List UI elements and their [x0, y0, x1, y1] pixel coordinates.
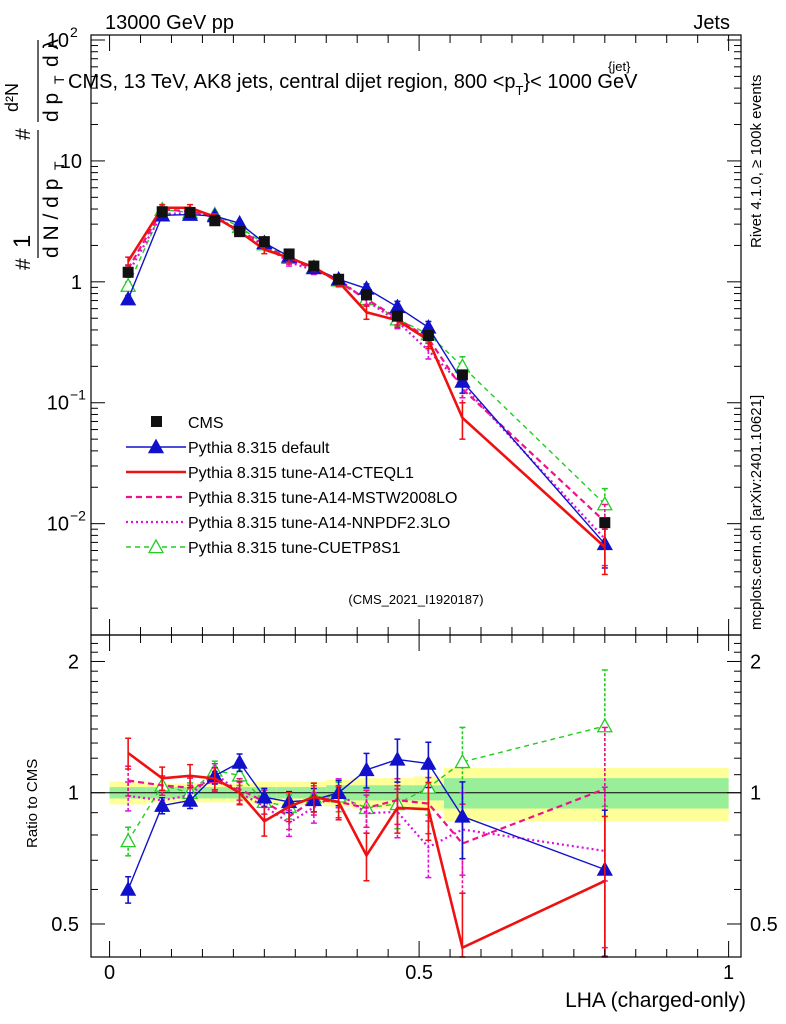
plot-title-sup: {jet}: [608, 59, 631, 74]
legend-label-cteql1: Pythia 8.315 tune-A14-CTEQL1: [188, 465, 414, 482]
plot-title: CMS, 13 TeV, AK8 jets, central dijet reg…: [68, 71, 638, 98]
series-layer: [120, 201, 613, 958]
series-line-nnpdf: [128, 771, 605, 853]
legend-marker-cuetp8: [147, 538, 165, 554]
legend-item-cuetp8: Pythia 8.315 tune-CUETP8S1: [126, 538, 401, 557]
series-line-mstw: [127, 779, 606, 845]
header-right-label: Jets: [693, 12, 730, 34]
cms-point-11: [422, 329, 434, 341]
series-line-cuetp8: [127, 208, 606, 505]
legend-label-nnpdf: Pythia 8.315 tune-A14-NNPDF2.3LO: [188, 515, 450, 532]
cms-point-5: [258, 236, 270, 248]
plot-title-tail: }< 1000 GeV: [523, 71, 638, 93]
ratio-tick-label-right-0: 0.5: [750, 914, 778, 936]
series-point-cuetp8: [596, 717, 613, 733]
svg-text:1: 1: [9, 235, 36, 248]
series-cms: [122, 206, 611, 529]
series-point-cuetp8: [596, 495, 613, 511]
cms-point-6: [283, 248, 295, 260]
series-line-cteql1: [127, 751, 606, 950]
mcplots-label: mcplots.cern.ch [arXiv:2401.10621]: [748, 395, 765, 630]
cms-point-9: [360, 289, 372, 301]
cms-point-7: [308, 260, 320, 272]
svg-text:#: #: [12, 128, 35, 140]
svg-text:T: T: [51, 161, 67, 170]
plot-frames: [90, 34, 742, 958]
y-tick-label-1: 10: [47, 393, 69, 415]
y-tick-exp-1: −1: [70, 387, 86, 403]
ratio-tick-label-left-2: 2: [68, 651, 79, 673]
series-point-cuetp8: [120, 277, 137, 292]
legend-label-mstw: Pythia 8.315 tune-A14-MSTW2008LO: [188, 490, 457, 507]
ratio-tick-label-right-1: 1: [750, 783, 761, 805]
legend: CMS Pythia 8.315 default Pythia 8.315 tune…: [126, 415, 457, 557]
legend-label-cuetp8: Pythia 8.315 tune-CUETP8S1: [188, 540, 401, 557]
series-point-default: [454, 373, 471, 388]
svg-text:d²N: d²N: [2, 83, 22, 112]
ratio-tick-label-left-0: 0.5: [51, 914, 79, 936]
legend-marker-default: [147, 438, 165, 454]
y-axis-label: # 1 d N / d p T # d²N d p T d λ: [2, 38, 67, 270]
series-point-default: [358, 761, 375, 777]
series-point-default: [231, 754, 248, 769]
cms-point-3: [209, 215, 221, 227]
svg-text:#: #: [12, 258, 35, 270]
cms-point-8: [333, 273, 345, 285]
series-point-default: [120, 290, 137, 306]
cms-point-0: [122, 266, 134, 278]
legend-item-cteql1: Pythia 8.315 tune-A14-CTEQL1: [126, 465, 414, 482]
y-tick-label-0: 10: [47, 514, 69, 536]
series-point-default: [389, 751, 406, 766]
legend-item-mstw: Pythia 8.315 tune-A14-MSTW2008LO: [126, 490, 457, 507]
x-axis-label: LHA (charged-only): [565, 989, 746, 1012]
svg-text:d N / d p: d N / d p: [40, 179, 63, 258]
cms-point-10: [391, 310, 403, 322]
series-point-default: [389, 298, 406, 314]
cms-point-1: [156, 206, 168, 218]
plot-title-main: CMS, 13 TeV, AK8 jets, central dijet reg…: [68, 71, 516, 93]
y-tick-exp-0: −2: [70, 508, 86, 524]
legend-marker-cms: [151, 416, 162, 427]
y-tick-label-4: 10: [47, 30, 69, 52]
legend-item-nnpdf: Pythia 8.315 tune-A14-NNPDF2.3LO: [126, 515, 450, 532]
series-point-default: [120, 881, 137, 896]
series-point-default: [454, 808, 471, 823]
x-tick-label-2: 1: [723, 962, 734, 984]
analysis-id-label: (CMS_2021_I1920187): [348, 592, 483, 607]
cms-point-4: [234, 226, 246, 238]
ratio-tick-label-right-2: 2: [750, 651, 761, 673]
legend-label-default: Pythia 8.315 default: [188, 440, 330, 457]
x-tick-label-0: 0: [104, 962, 115, 984]
svg-text:d λ: d λ: [40, 38, 63, 67]
series-nnpdf-main: [125, 209, 608, 567]
series-point-default: [256, 788, 273, 804]
ratio-panel-frame: [90, 634, 742, 958]
y-tick-exp-4: 2: [70, 24, 78, 40]
legend-item-default: Pythia 8.315 default: [126, 438, 330, 457]
legend-label-cms: CMS: [188, 415, 224, 432]
x-tick-label-1: 0.5: [405, 962, 433, 984]
ratio-axis-label: Ratio to CMS: [24, 759, 41, 848]
header-left-label: 13000 GeV pp: [105, 12, 234, 34]
series-default-main: [120, 206, 613, 569]
series-point-cuetp8: [454, 753, 471, 769]
cms-point-13: [599, 517, 611, 529]
series-point-default: [154, 797, 171, 812]
series-point-default: [420, 755, 437, 770]
rivet-version-label: Rivet 4.1.0, ≥ 100k events: [748, 75, 765, 248]
cms-point-2: [184, 206, 196, 218]
cms-point-12: [456, 369, 468, 381]
svg-text:d p: d p: [40, 93, 63, 122]
ratio-tick-label-left-1: 1: [68, 783, 79, 805]
legend-item-cms: CMS: [151, 415, 224, 432]
y-tick-label-3: 10: [60, 151, 82, 173]
series-point-cuetp8: [120, 832, 137, 848]
svg-text:T: T: [51, 75, 67, 84]
plot-title-sub: T: [516, 83, 524, 98]
series-point-default: [181, 792, 199, 807]
y-tick-label-2: 1: [71, 272, 82, 294]
